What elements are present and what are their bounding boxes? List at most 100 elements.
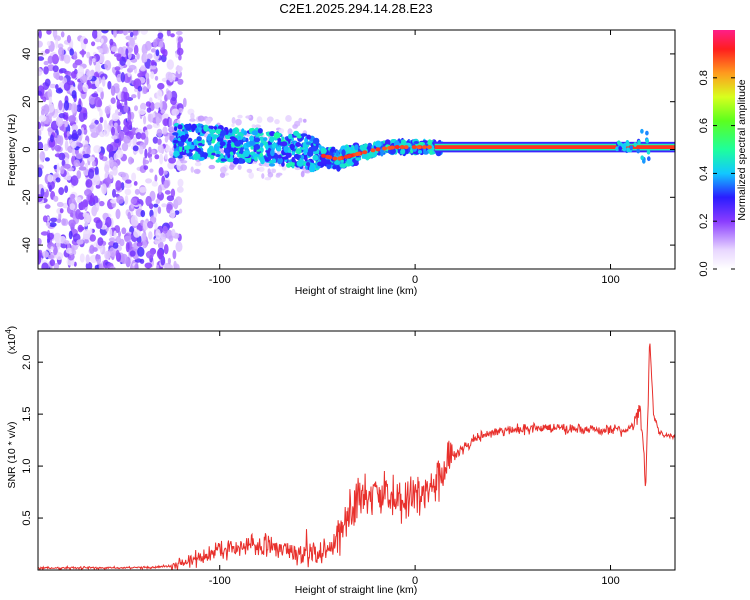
heatmap-signal-cell [195,148,202,152]
heatmap-noise-cell [121,142,129,152]
heatmap-noise-cell [69,203,76,211]
heatmap-signal-cell [336,164,341,172]
heatmap-noise-cell [161,203,167,208]
heatmap-noise-cell [63,54,71,64]
heatmap-signal-cell [320,147,327,154]
heatmap-signal-cell [271,142,277,149]
heatmap-noise-cell [163,244,169,255]
heatmap-signal-cell [220,158,226,162]
heatmap-noise-cell [47,88,53,100]
heatmap-signal-cell [237,153,242,158]
heatmap-noise-cell [143,115,147,125]
heatmap-signal-cell [277,157,283,164]
heatmap-noise-cell [73,104,78,112]
heatmap-noise-cell [53,164,58,170]
heatmap-noise-cell [76,239,84,245]
heatmap-noise-cell [88,56,93,66]
heatmap-signal-cell [249,135,255,141]
heatmap-faint-cell [245,115,252,119]
heatmap-noise-cell [182,97,187,108]
heatmap-noise-cell [55,84,59,90]
heatmap-noise-cell [145,101,151,107]
heatmap-noise-cell [109,171,114,180]
heatmap-noise-cell [134,105,138,112]
heatmap-noise-cell [44,204,51,209]
heatmap-noise-cell [111,135,118,140]
heatmap-noise-cell [142,220,149,231]
heatmap-noise-cell [100,38,104,44]
heatmap-noise-cell [51,54,59,62]
heatmap-noise-cell [130,197,138,205]
heatmap-noise-cell [98,53,105,64]
heatmap-signal-cell [195,128,199,134]
heatmap-noise-cell [133,229,141,238]
heatmap-faint-cell [256,116,263,124]
heatmap-noise-cell [75,153,84,160]
heatmap-perturb-cell [626,141,630,147]
heatmap-signal-cell [215,150,221,155]
heatmap-signal-cell [184,123,191,129]
heatmap-noise-cell [52,30,58,39]
heatmap-signal-cell [317,161,323,167]
heatmap-noise-cell [110,85,116,96]
heatmap-noise-cell [172,249,177,260]
heatmap-signal-cell [302,142,307,149]
heatmap-noise-cell [76,170,82,179]
heatmap-noise-cell [159,154,164,165]
heatmap-noise-cell [128,156,134,165]
heatmap-signal-cell [293,153,300,160]
heatmap-noise-cell [114,122,118,128]
heatmap-noise-cell [39,150,46,161]
heatmap-noise-cell [71,245,75,254]
heatmap-signal-cell [259,142,264,148]
heatmap-signal-cell [310,143,314,147]
heatmap-perturb-cell [618,146,622,151]
heatmap-noise-cell [85,254,90,264]
heatmap-noise-cell [150,60,155,66]
heatmap-perturb-cell [646,149,651,155]
heatmap-signal-cell [341,149,346,157]
heatmap-noise-cell [113,153,118,161]
heatmap-noise-cell [71,90,77,99]
heatmap-noise-cell [95,62,101,74]
heatmap-noise-cell [145,72,150,80]
heatmap-noise-cell [82,151,86,155]
heatmap-noise-cell [101,76,106,87]
heatmap-signal-cell [260,157,265,165]
snr-panel: -100 0 100 0.5 1.0 1.5 2.0 Height of straight… [4,326,676,596]
heatmap-noise-cell [47,254,55,260]
heatmap-noise-cell [60,53,64,61]
heatmap-signal-cell [180,135,187,142]
heatmap-faint-cell [176,119,181,124]
heatmap-noise-cell [81,127,85,135]
heatmap-noise-cell [113,53,122,58]
heatmap-signal-cell [269,136,275,143]
heatmap-noise-cell [155,198,161,204]
heatmap-noise-cell [103,119,108,130]
heatmap-signal-cell [295,148,302,155]
heatmap-noise-cell [131,266,135,269]
heatmap-noise-cell [76,104,82,113]
heatmap-noise-cell [115,249,120,260]
heatmap-noise-cell [76,196,82,204]
heatmap-signal-cell [384,139,391,146]
heatmap-noise-cell [156,89,163,101]
heatmap-noise-cell [82,153,91,159]
heatmap-noise-cell [44,157,50,162]
heatmap-noise-cell [94,264,100,269]
heatmap-noise-cell [147,221,154,229]
heatmap-noise-cell [115,235,122,245]
heatmap-noise-cell [104,105,111,115]
spectrogram-x-tick-label: 0 [412,274,418,286]
heatmap-noise-cell [109,38,114,46]
heatmap-signal-cell [254,143,261,150]
heatmap-noise-cell [164,190,171,195]
heatmap-noise-cell [61,218,66,226]
heatmap-noise-cell [151,180,158,187]
heatmap-signal-cell [313,137,320,145]
heatmap-noise-cell [83,168,89,176]
heatmap-signal-cell [281,156,289,160]
heatmap-signal-cell [312,154,319,161]
heatmap-noise-cell [77,128,82,136]
heatmap-noise-cell [105,216,112,228]
